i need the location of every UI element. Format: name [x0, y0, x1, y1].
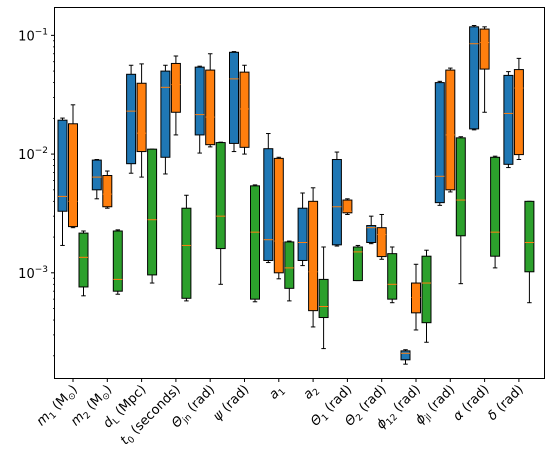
- box-2-4: [215, 141, 226, 285]
- x-tick-label: ψ (rad): [210, 382, 252, 424]
- box-2-9: [387, 246, 398, 304]
- box-body: [194, 66, 205, 136]
- box-body: [400, 350, 411, 361]
- plot-frame: [54, 7, 545, 379]
- box-1-0: [68, 104, 78, 229]
- box-2-13: [524, 200, 535, 304]
- box-2-5: [250, 184, 260, 303]
- y-tick-label: 10−2: [18, 146, 48, 163]
- box-body: [78, 232, 89, 288]
- box-body: [170, 62, 181, 113]
- box-0-1: [91, 159, 102, 200]
- box-1-6: [273, 156, 284, 280]
- box-2-6: [284, 240, 295, 302]
- box-2-12: [490, 155, 501, 269]
- box-0-0: [57, 117, 68, 246]
- box-1-8: [342, 198, 353, 215]
- box-body: [147, 148, 158, 276]
- x-axis: m1 (M⊙)m2 (M⊙)dL (Mpc)t0 (seconds)Θjn (r…: [34, 378, 527, 448]
- y-tick-label: 10−3: [18, 265, 48, 282]
- box-body: [68, 123, 78, 228]
- box-1-1: [102, 170, 113, 209]
- x-tick-label: α (rad): [450, 382, 492, 424]
- box-body: [308, 200, 319, 312]
- box-0-9: [366, 215, 377, 245]
- box-1-2: [136, 63, 147, 178]
- box-body: [376, 227, 387, 258]
- box-body: [387, 253, 398, 300]
- box-1-7: [308, 187, 319, 328]
- box-1-3: [170, 55, 181, 136]
- box-body: [490, 156, 501, 257]
- box-0-13: [503, 71, 514, 169]
- box-body: [273, 157, 284, 274]
- box-body: [205, 69, 216, 146]
- box-1-10: [411, 263, 421, 331]
- x-tick-label: a1: [266, 382, 288, 404]
- box-0-5: [229, 51, 239, 153]
- box-body: [513, 69, 524, 156]
- box-body: [318, 278, 329, 319]
- box-body: [479, 28, 490, 70]
- box-group: [57, 25, 535, 365]
- box-2-1: [112, 229, 123, 295]
- box-body: [91, 159, 102, 191]
- box-body: [352, 246, 363, 282]
- box-body: [239, 71, 250, 148]
- y-axis: 10−3 10−2 10−1: [18, 27, 55, 357]
- box-0-7: [297, 192, 308, 267]
- box-body: [421, 255, 432, 324]
- box-0-2: [126, 64, 137, 174]
- box-1-12: [479, 26, 490, 113]
- box-0-10: [400, 349, 411, 365]
- box-body: [524, 200, 535, 273]
- box-body: [102, 175, 113, 208]
- box-0-3: [160, 64, 171, 175]
- x-tick-label: δ (rad): [485, 382, 527, 424]
- box-0-8: [331, 151, 342, 247]
- box-0-11: [434, 80, 445, 206]
- box-body: [445, 69, 456, 191]
- box-2-7: [318, 246, 329, 350]
- box-1-13: [513, 57, 524, 161]
- box-body: [126, 73, 137, 165]
- box-body: [434, 82, 445, 204]
- box-0-12: [469, 25, 480, 131]
- box-body: [331, 159, 342, 246]
- box-2-10: [421, 249, 432, 343]
- box-body: [160, 70, 171, 158]
- box-body: [229, 51, 239, 144]
- box-body: [136, 82, 147, 153]
- box-body: [284, 241, 295, 289]
- box-0-6: [263, 133, 274, 264]
- box-2-2: [147, 148, 158, 284]
- box-body: [57, 119, 68, 212]
- box-2-0: [78, 230, 89, 297]
- box-2-3: [181, 194, 192, 302]
- box-2-11: [455, 136, 466, 285]
- box-body: [112, 230, 123, 292]
- box-1-4: [205, 53, 216, 148]
- box-body: [181, 207, 192, 299]
- x-tick-label: a2: [301, 382, 323, 404]
- y-tick-label: 10−1: [18, 27, 48, 44]
- box-body: [366, 225, 377, 243]
- box-body: [503, 74, 514, 165]
- box-body: [250, 185, 260, 300]
- box-0-4: [194, 65, 205, 154]
- box-1-5: [239, 64, 250, 155]
- box-body: [469, 26, 480, 130]
- box-2-8: [352, 244, 363, 282]
- box-1-9: [376, 213, 387, 260]
- box-body: [297, 207, 308, 261]
- box-body: [215, 142, 226, 250]
- box-1-11: [445, 67, 456, 193]
- box-body: [263, 148, 274, 261]
- box-body: [342, 199, 353, 214]
- box-body: [455, 137, 466, 237]
